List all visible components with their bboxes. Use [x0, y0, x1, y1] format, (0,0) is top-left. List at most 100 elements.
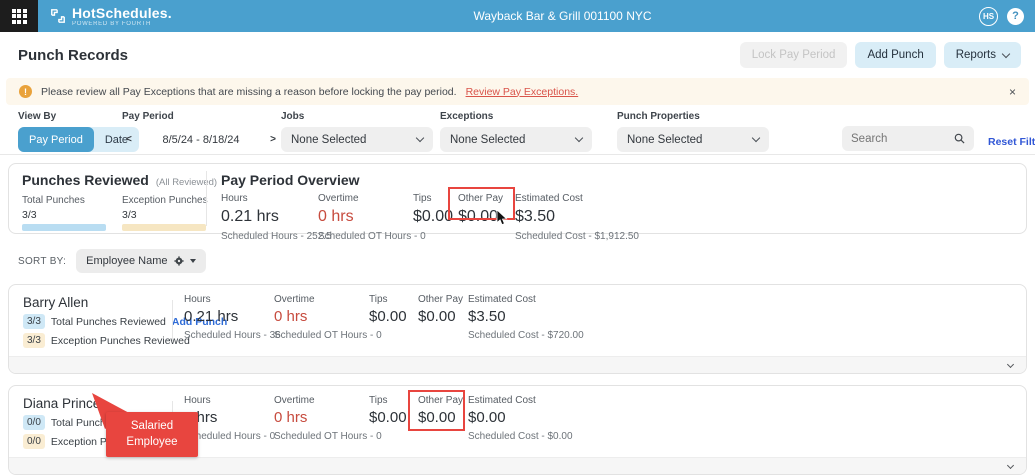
pay-period-label: Pay Period [122, 111, 174, 122]
estimated-cost-value: $3.50 [515, 208, 556, 225]
vertical-divider [206, 171, 207, 226]
tips-value: $0.00 [369, 308, 407, 325]
overview-overtime-metric: Overtime 0 hrs Scheduled OT Hours - 0 [318, 193, 426, 242]
other-pay-value: $0.00 [418, 308, 456, 325]
other-pay-label: Other Pay [458, 193, 504, 204]
reports-button-label: Reports [955, 49, 996, 61]
grid-menu-icon [11, 8, 27, 24]
logo-tagline: POWERED BY FOURTH [72, 20, 152, 27]
salaried-employee-callout: Salaried Employee [106, 412, 198, 457]
punch-properties-group: Punch Properties None Selected [617, 111, 769, 152]
overtime-value: 0 hrs [318, 208, 354, 225]
sort-by-value: Employee Name [86, 255, 168, 267]
all-reviewed-status: (All Reviewed) [155, 177, 218, 188]
search-input[interactable] [851, 132, 948, 145]
estimated-cost-value: $0.00 [468, 409, 506, 426]
search-box [842, 126, 974, 151]
view-by-pay-period-option[interactable]: Pay Period [18, 127, 94, 152]
summary-card: Punches Reviewed (All Reviewed) Total Pu… [8, 163, 1027, 242]
exception-punches-reviewed-label: Exception Punches Reviewed [50, 334, 190, 347]
search-icon [954, 133, 965, 144]
page-header: Punch Records Lock Pay Period Add Punch … [0, 32, 1035, 78]
tips-label: Tips [413, 193, 432, 204]
reports-button[interactable]: Reports [943, 42, 1021, 68]
employee-name: Barry Allen [23, 295, 89, 310]
hotschedules-logo: HotSchedules. POWERED BY FOURTH [50, 6, 172, 27]
expand-row-button[interactable] [9, 457, 1026, 474]
hours-label: Hours [184, 395, 211, 406]
exceptions-label: Exceptions [440, 111, 494, 122]
reset-filters-link[interactable]: Reset Filters [988, 136, 1035, 148]
mouse-cursor [496, 209, 508, 226]
overtime-sub: Scheduled OT Hours - 0 [274, 330, 382, 341]
callout-text-line1: Salaried [130, 419, 174, 432]
exception-punches-progress-bar [122, 224, 206, 231]
chevron-down-icon [1001, 49, 1011, 58]
previous-period-button[interactable]: < [126, 134, 132, 145]
employee-tips-metric: Tips $0.00 [369, 395, 418, 449]
exceptions-dropdown-value: None Selected [450, 133, 526, 146]
total-punches-badge: 3/3 [23, 314, 45, 329]
location-name: Wayback Bar & Grill 001100 NYC [473, 9, 652, 23]
view-by-date-option[interactable]: Date [104, 133, 129, 146]
estimated-cost-sub: Scheduled Cost - $0.00 [468, 431, 573, 442]
tips-label: Tips [369, 395, 388, 406]
jobs-group: Jobs None Selected [281, 111, 433, 152]
help-icon[interactable]: ? [1007, 7, 1024, 25]
estimated-cost-sub: Scheduled Cost - $720.00 [468, 330, 584, 341]
next-period-button[interactable]: > [270, 134, 276, 145]
employee-row-barry-allen: Barry Allen 3/3 Total Punches Reviewed A… [8, 284, 1027, 374]
tips-value: $0.00 [369, 409, 407, 426]
hours-sub: Scheduled Hours - 252.5 [221, 231, 332, 242]
callout-text-line2: Employee [126, 435, 178, 448]
total-punches-reviewed-label: Total Punches Reviewed [50, 315, 166, 328]
app-launcher-button[interactable] [0, 0, 38, 32]
lock-pay-period-button[interactable]: Lock Pay Period [739, 42, 848, 68]
punches-reviewed-title: Punches Reviewed [22, 172, 149, 188]
overview-hours-metric: Hours 0.21 hrs Scheduled Hours - 252.5 [221, 193, 332, 242]
employee-hours-metric: Hours 0.21 hrs Scheduled Hours - 36 [184, 294, 281, 348]
exception-punches-value: 3/3 [122, 209, 137, 221]
reset-filters-group: Reset Filters [988, 132, 1035, 150]
user-avatar[interactable]: HS [979, 6, 998, 26]
total-punches-progress-bar [22, 224, 106, 231]
hours-label: Hours [221, 193, 248, 204]
warning-icon: ! [19, 85, 32, 98]
review-pay-exceptions-link[interactable]: Review Pay Exceptions. [465, 85, 579, 98]
jobs-dropdown[interactable]: None Selected [281, 127, 433, 152]
other-pay-value: $0.00 [458, 208, 499, 225]
estimated-cost-value: $3.50 [468, 308, 506, 325]
tips-label: Tips [369, 294, 388, 305]
employee-estimated-cost-metric: Estimated Cost $3.50 Scheduled Cost - $7… [468, 294, 584, 348]
jobs-label: Jobs [281, 111, 305, 122]
exceptions-group: Exceptions None Selected [440, 111, 592, 152]
overview-other-pay-metric: Other Pay $0.00 [448, 187, 515, 242]
add-punch-link[interactable]: Add Punch [171, 315, 228, 328]
other-pay-value: $0.00 [418, 409, 456, 426]
exception-punches-badge: 3/3 [23, 333, 45, 348]
filter-bar: View By Pay Period Date Pay Period < 8/5… [0, 105, 1035, 155]
estimated-cost-sub: Scheduled Cost - $1,912.50 [515, 231, 639, 242]
hours-value: 0.21 hrs [184, 308, 239, 325]
exceptions-dropdown[interactable]: None Selected [440, 127, 592, 152]
chevron-down-icon [574, 133, 584, 143]
add-punch-button[interactable]: Add Punch [855, 42, 936, 68]
estimated-cost-label: Estimated Cost [468, 395, 536, 406]
estimated-cost-label: Estimated Cost [515, 193, 583, 204]
total-punches-value: 3/3 [22, 209, 37, 221]
hours-value: 0.21 hrs [221, 208, 279, 225]
employee-overtime-metric: Overtime 0 hrs Scheduled OT Hours - 0 [274, 294, 382, 348]
topbar-actions: HS ? [979, 6, 1035, 26]
view-by-toggle: Pay Period Date [18, 127, 140, 152]
expand-row-button[interactable] [9, 356, 1026, 373]
pay-period-overview-title: Pay Period Overview [221, 172, 360, 188]
exception-punches-badge: 0/0 [23, 434, 45, 449]
pay-period-nav: < 8/5/24 - 8/18/24 > [122, 127, 280, 152]
hotschedules-logo-icon [51, 9, 65, 23]
top-nav-bar: HotSchedules. POWERED BY FOURTH Wayback … [0, 0, 1035, 32]
punch-properties-dropdown-value: None Selected [627, 133, 703, 146]
sort-by-dropdown[interactable]: Employee Name [76, 249, 206, 273]
punch-properties-dropdown[interactable]: None Selected [617, 127, 769, 152]
close-icon[interactable]: × [1008, 84, 1016, 99]
view-by-group: View By Pay Period Date [18, 111, 140, 152]
